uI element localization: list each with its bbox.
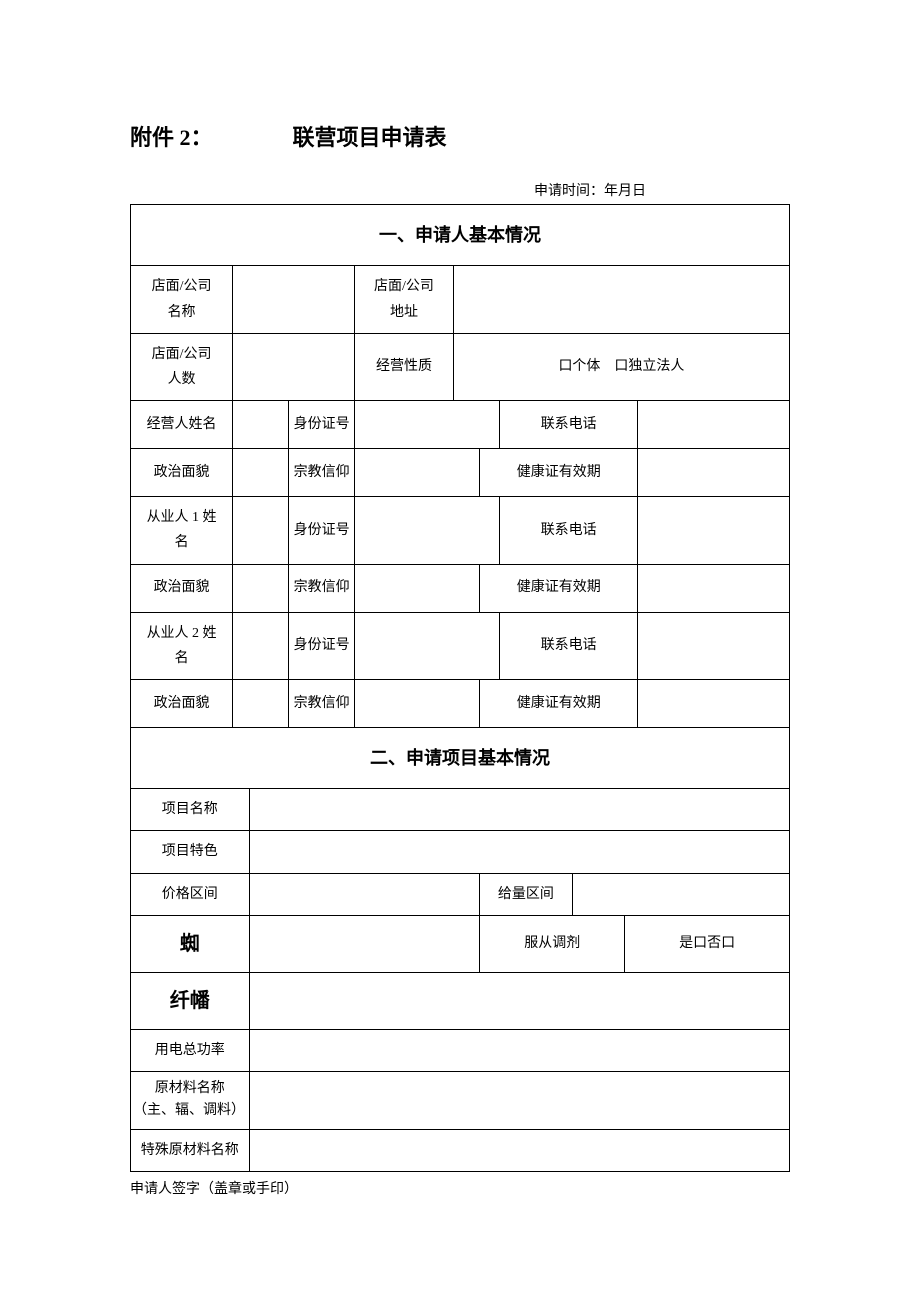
worker2-id-label: 身份证号 — [289, 612, 355, 679]
obey-adjust-label: 服从调剂 — [480, 915, 625, 972]
worker1-religion-label: 宗教信仰 — [289, 564, 355, 612]
special-material-label: 特殊原材料名称 — [131, 1129, 250, 1171]
apply-time: 申请时间：年月日 — [130, 180, 790, 200]
field-b-value — [249, 972, 789, 1029]
worker1-name-label: 从业人 1 姓名 — [131, 497, 233, 564]
store-name-label: 店面/公司名称 — [131, 266, 233, 333]
worker1-id-label: 身份证号 — [289, 497, 355, 564]
price-range-value — [249, 873, 480, 915]
operator-political-value — [233, 449, 289, 497]
obey-adjust-value: 是口否口 — [625, 915, 790, 972]
worker2-health-label: 健康证有效期 — [480, 679, 638, 727]
raw-material-value — [249, 1072, 789, 1130]
worker1-health-label: 健康证有效期 — [480, 564, 638, 612]
worker1-religion-value — [355, 564, 480, 612]
project-feature-label: 项目特色 — [131, 831, 250, 873]
worker2-religion-value — [355, 679, 480, 727]
power-value — [249, 1029, 789, 1071]
worker1-political-label: 政治面貌 — [131, 564, 233, 612]
section2-header: 二、申请项目基本情况 — [131, 727, 790, 788]
project-name-value — [249, 789, 789, 831]
field-a-value — [249, 915, 480, 972]
application-form-table: 一、申请人基本情况 店面/公司名称 店面/公司地址 店面/公司人数 经营性质 口… — [130, 204, 790, 789]
operator-name-value — [233, 401, 289, 449]
signature-line: 申请人签字（盖章或手印） — [130, 1178, 790, 1198]
worker2-phone-label: 联系电话 — [500, 612, 638, 679]
store-addr-value — [453, 266, 789, 333]
project-feature-value — [249, 831, 789, 873]
store-name-value — [233, 266, 355, 333]
worker2-phone-value — [638, 612, 790, 679]
section1-header: 一、申请人基本情况 — [131, 205, 790, 266]
store-count-value — [233, 333, 355, 400]
quantity-range-label: 给量区间 — [480, 873, 572, 915]
operator-health-value — [638, 449, 790, 497]
document-header: 附件 2： 联营项目申请表 — [130, 120, 790, 152]
price-range-label: 价格区间 — [131, 873, 250, 915]
worker2-name-value — [233, 612, 289, 679]
worker1-id-value — [355, 497, 500, 564]
worker1-political-value — [233, 564, 289, 612]
operator-phone-label: 联系电话 — [500, 401, 638, 449]
special-material-value — [249, 1129, 789, 1171]
biz-nature-label: 经营性质 — [355, 333, 454, 400]
attachment-label: 附件 2： — [130, 120, 213, 152]
worker2-religion-label: 宗教信仰 — [289, 679, 355, 727]
worker2-political-value — [233, 679, 289, 727]
power-label: 用电总功率 — [131, 1029, 250, 1071]
operator-id-value — [355, 401, 500, 449]
biz-nature-value: 口个体 口独立法人 — [453, 333, 789, 400]
worker2-health-value — [638, 679, 790, 727]
worker2-id-value — [355, 612, 500, 679]
operator-name-label: 经营人姓名 — [131, 401, 233, 449]
store-addr-label: 店面/公司地址 — [355, 266, 454, 333]
operator-id-label: 身份证号 — [289, 401, 355, 449]
document-title: 联营项目申请表 — [293, 120, 447, 152]
operator-phone-value — [638, 401, 790, 449]
raw-material-label: 原材料名称 （主、辐、调料） — [131, 1072, 250, 1130]
field-b-label: 纤幡 — [131, 972, 250, 1029]
project-name-label: 项目名称 — [131, 789, 250, 831]
operator-health-label: 健康证有效期 — [480, 449, 638, 497]
worker2-political-label: 政治面貌 — [131, 679, 233, 727]
worker1-health-value — [638, 564, 790, 612]
project-info-table: 项目名称 项目特色 价格区间 给量区间 蜘 服从调剂 是口否口 纤幡 用电总功率… — [130, 789, 790, 1172]
field-a-label: 蜘 — [131, 915, 250, 972]
operator-religion-value — [355, 449, 480, 497]
operator-political-label: 政治面貌 — [131, 449, 233, 497]
worker1-name-value — [233, 497, 289, 564]
worker1-phone-label: 联系电话 — [500, 497, 638, 564]
operator-religion-label: 宗教信仰 — [289, 449, 355, 497]
worker2-name-label: 从业人 2 姓名 — [131, 612, 233, 679]
worker1-phone-value — [638, 497, 790, 564]
quantity-range-value — [572, 873, 790, 915]
store-count-label: 店面/公司人数 — [131, 333, 233, 400]
